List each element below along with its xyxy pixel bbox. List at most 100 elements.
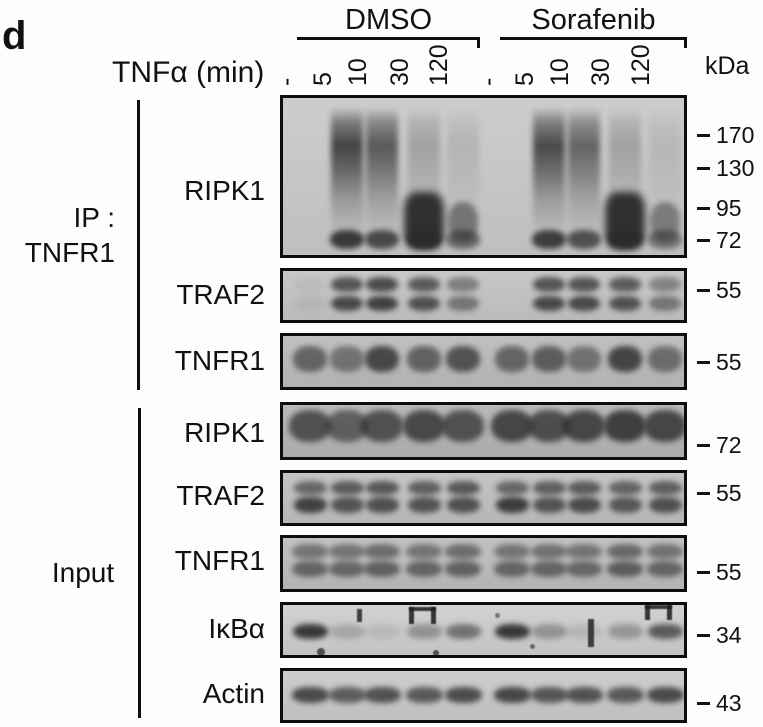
antibody-row-label: RIPK1 [184,175,265,206]
protein-band [563,410,605,443]
protein-band [491,410,533,443]
protein-band [644,410,684,443]
protein-band [607,544,643,560]
protein-band [407,346,441,372]
protein-band [532,497,566,513]
protein-band [649,276,681,292]
blot-artifact [433,650,439,655]
protein-band [364,560,400,578]
antibody-row-label: TNFR1 [174,345,265,376]
protein-band [408,295,440,312]
kda-value: 72 [716,431,742,458]
kda-marker: 55 [697,349,742,375]
protein-band [293,481,327,495]
protein-band [292,544,328,560]
blot-artifact [588,619,594,647]
blot-artifact [409,607,436,611]
blot-artifact [409,607,414,624]
protein-band [365,497,399,513]
protein-band [649,295,681,312]
group-underline [500,37,687,40]
antibody-row-label: IκBα [208,613,265,644]
kda-marker: 170 [697,122,754,148]
blot-panel-input-actin [280,668,687,723]
protein-band [567,497,601,513]
underline-end-tick [477,37,480,48]
protein-band [447,276,479,292]
protein-band [363,687,401,703]
protein-band [294,295,326,312]
protein-band [608,229,642,249]
protein-band [444,687,482,703]
protein-band [406,624,442,639]
blot-panel-input-ripk1 [280,402,687,460]
protein-band [568,295,600,312]
marker-tick [697,166,710,170]
protein-band [566,560,602,578]
lane-label-sorafenib-30: 30 [587,58,615,86]
ip-label-line1: IP : [73,202,115,233]
kda-value: 55 [716,558,742,585]
protein-band [648,481,682,495]
protein-band [531,560,567,578]
protein-band [533,276,565,292]
protein-band [495,497,529,513]
protein-band [329,560,365,578]
protein-band [607,560,643,578]
protein-band [446,229,480,249]
antibody-row-label: Actin [202,678,265,709]
protein-band [446,346,480,372]
protein-band [365,346,399,372]
group-label-sorafenib: Sorafenib [531,4,656,36]
marker-tick [697,288,710,292]
marker-tick [697,633,710,637]
antibody-row-label: RIPK1 [184,417,265,448]
protein-band [532,346,566,372]
kda-marker: 72 [697,227,742,253]
kda-marker: 55 [697,277,742,303]
protein-band [329,544,365,560]
kda-unit-label: kDa [705,52,750,80]
protein-band [609,276,641,292]
protein-band [647,560,683,578]
protein-band [647,544,683,560]
kda-marker: 130 [697,155,754,181]
protein-band [531,624,567,639]
kda-value: 170 [716,121,755,148]
protein-band [330,481,364,495]
blot-panel-ip-tnfr1 [280,333,687,390]
antibody-row-label: TNFR1 [174,545,265,576]
figure-panel-letter: d [2,14,27,58]
protein-band [291,687,329,703]
stimulus-time-label: TNFα (min) [112,56,265,89]
section-bracket [137,100,140,390]
protein-band [406,560,442,578]
kda-value: 34 [716,621,742,648]
kda-value: 43 [716,689,742,716]
kda-marker: 72 [697,432,742,458]
lane-label-sorafenib-5: 5 [511,72,539,86]
input-section-label: Input [51,557,115,588]
group-label-dmso: DMSO [345,4,432,36]
protein-band [408,276,440,292]
blot-artifact [645,605,672,609]
underline-end-tick [684,37,687,48]
protein-band [445,560,481,578]
antibody-row-label: TRAF2 [176,480,265,511]
lane-label-sorafenib-10: 10 [546,58,574,86]
protein-band [567,346,601,372]
protein-band [328,687,366,703]
protein-band [493,687,531,703]
protein-band [407,481,441,495]
protein-band [648,346,682,372]
protein-band [403,410,445,443]
marker-tick [697,443,710,447]
blot-artifact [530,644,535,649]
protein-band [533,295,565,312]
marker-tick [697,133,710,137]
protein-band [446,497,480,513]
protein-band [331,107,363,237]
protein-band [330,497,364,513]
protein-band [405,687,443,703]
